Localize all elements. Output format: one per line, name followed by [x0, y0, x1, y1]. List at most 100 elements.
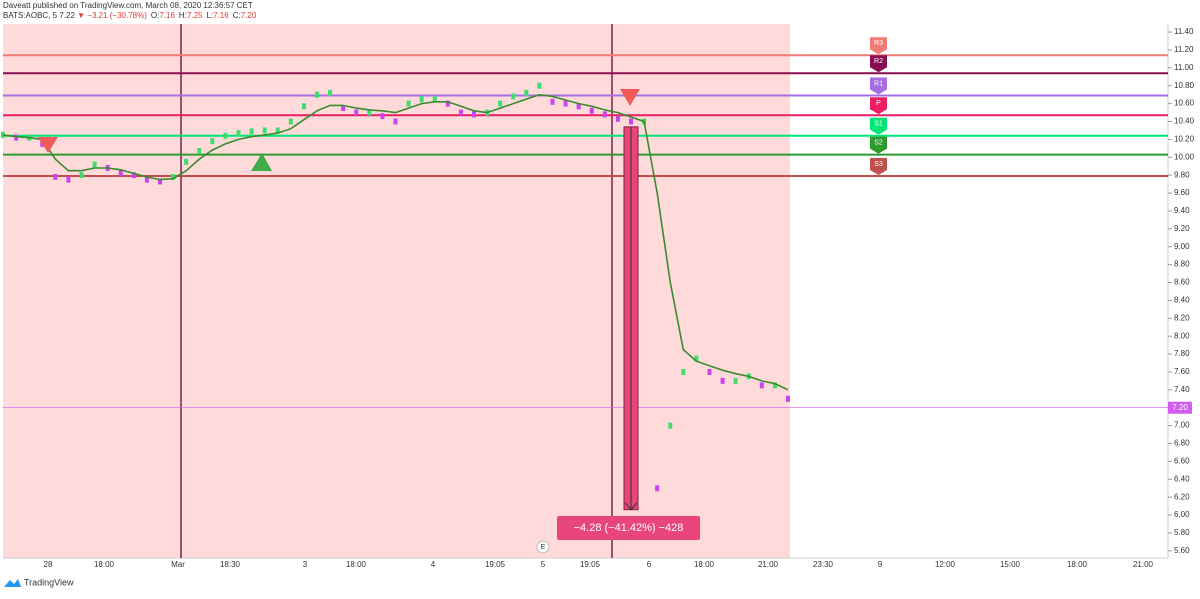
ohlc-key: C: [233, 11, 241, 20]
x-tick-label: 18:00 [346, 560, 367, 569]
ohlc-value: 7.25 [187, 11, 203, 20]
y-tick-label: 9.00 [1174, 242, 1190, 251]
price-bar [118, 170, 123, 177]
price-bar [419, 96, 424, 103]
y-tick-label: 11.20 [1174, 45, 1194, 54]
y-tick-label: 10.80 [1174, 81, 1195, 90]
y-tick-label: 9.60 [1174, 188, 1190, 197]
price-bar [315, 91, 319, 98]
symbol: BATS:AOBC, 5 [3, 11, 58, 20]
event-label: E [541, 544, 546, 551]
y-tick-label: 10.00 [1174, 152, 1195, 161]
ohlc-value: 7.16 [159, 11, 175, 20]
price-bar [445, 100, 450, 107]
pivot-label: S3 [874, 161, 883, 168]
x-tick-label: 3 [303, 560, 308, 569]
price-bar [158, 178, 162, 185]
price-bar [589, 107, 594, 114]
price-bar [367, 109, 372, 116]
y-tick-label: 9.20 [1174, 224, 1190, 233]
pivot-label: R1 [874, 80, 883, 87]
pivot-label-box [870, 97, 887, 115]
y-tick-label: 8.40 [1174, 296, 1190, 305]
price-bar [720, 377, 725, 384]
y-tick-label: 6.40 [1174, 474, 1190, 483]
change: ▼ −3.21 (−30.78%) [77, 11, 147, 20]
last-price-box [1168, 401, 1192, 414]
price-bar [629, 118, 633, 125]
pivot-label-box [870, 136, 887, 154]
y-tick-label: 7.60 [1174, 367, 1190, 376]
y-tick-label: 10.60 [1174, 99, 1195, 108]
measure-box [557, 516, 700, 540]
brand: TradingView [4, 577, 74, 587]
y-tick-label: 11.40 [1174, 27, 1194, 36]
ohlc-key: L: [207, 11, 214, 20]
price-bar [668, 422, 673, 429]
price-bar [210, 138, 215, 145]
price-bar [131, 172, 136, 179]
x-tick-label: 23:30 [813, 560, 834, 569]
ohlc-value: 7.16 [213, 11, 229, 20]
sell-signal [38, 137, 58, 153]
y-tick-label: 7.80 [1174, 349, 1190, 358]
pivot-label: P [876, 100, 881, 107]
y-tick-label: 8.60 [1174, 278, 1190, 287]
price-bar [733, 377, 738, 384]
pivot-label: R2 [874, 58, 883, 65]
last: 7.22 [59, 11, 75, 20]
pivot-label: R3 [874, 40, 883, 47]
price-bar [511, 93, 516, 100]
y-tick-label: 7.40 [1174, 385, 1190, 394]
y-tick-label: 6.20 [1174, 492, 1190, 501]
pivot-label: S1 [874, 121, 883, 128]
y-tick-label: 8.20 [1174, 313, 1190, 322]
pivot-label-box [870, 158, 887, 176]
price-bar [498, 100, 503, 107]
pivot-label-box [870, 37, 887, 55]
x-tick-label: 21:00 [758, 560, 779, 569]
brand-name: TradingView [24, 577, 74, 587]
price-bar [681, 368, 686, 375]
price-bar [563, 100, 568, 107]
price-bar [249, 128, 254, 135]
price-bar [262, 127, 267, 134]
price-bar [341, 105, 346, 112]
price-bar [602, 111, 607, 118]
x-tick-label: 18:30 [220, 560, 241, 569]
x-tick-label: 19:05 [485, 560, 506, 569]
price-bar [53, 173, 58, 180]
ohlc-key: H: [179, 11, 187, 20]
y-tick-label: 8.80 [1174, 260, 1190, 269]
x-tick-label: 12:00 [935, 560, 956, 569]
price-bar [144, 176, 149, 183]
y-tick-label: 6.00 [1174, 510, 1190, 519]
x-tick-label: 4 [431, 560, 436, 569]
pivot-label-box [870, 117, 887, 135]
last-price-label: 7.20 [1172, 403, 1188, 412]
ohlc-key: O: [151, 11, 159, 20]
y-tick-label: 6.60 [1174, 457, 1190, 466]
price-bar [66, 176, 71, 183]
header-quote: BATS:AOBC, 5 7.22 ▼ −3.21 (−30.78%) O:7.1… [3, 11, 257, 20]
price-bar [707, 368, 712, 375]
price-bar [288, 118, 293, 125]
price-bar [40, 140, 45, 147]
y-tick-label: 10.40 [1174, 117, 1195, 126]
x-tick-label: 21:00 [1133, 560, 1154, 569]
price-bar [537, 82, 542, 89]
price-bar [524, 89, 529, 96]
x-tick-label: 6 [647, 560, 652, 569]
price-bar [275, 127, 280, 134]
price-bar [223, 132, 228, 139]
x-tick-label: 18:00 [1067, 560, 1088, 569]
price-bar [14, 134, 19, 141]
x-tick-label: 5 [541, 560, 546, 569]
x-tick-label: 9 [878, 560, 883, 569]
sell-signal [620, 89, 640, 106]
x-tick-label: 18:00 [694, 560, 715, 569]
pivot-lines: R3 R2 R1 P S1 S2 S3 [3, 37, 1168, 178]
y-tick-label: 10.20 [1174, 134, 1195, 143]
